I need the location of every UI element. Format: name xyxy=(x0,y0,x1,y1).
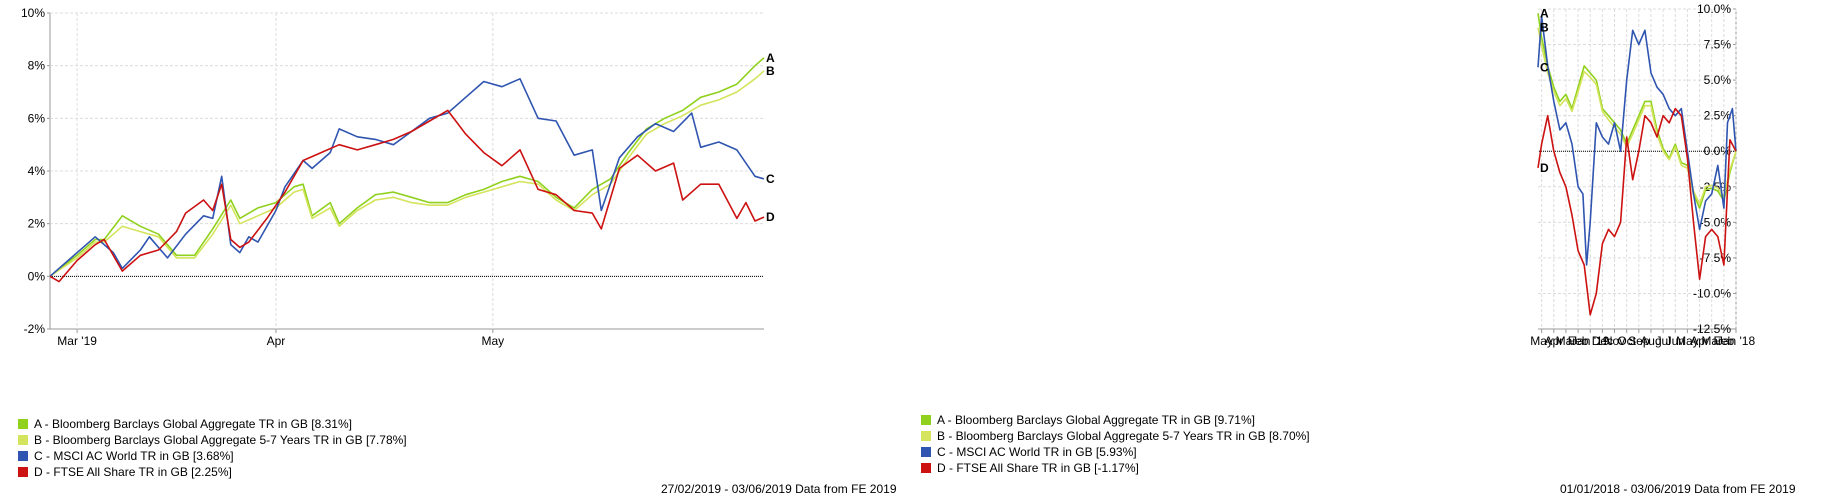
legend-swatch xyxy=(18,467,28,477)
chart-panel-right: -12.5% -10.0% -7.5% -5.0% -2.5% 0.0% 2.5% 5.0% 7… xyxy=(913,0,1826,501)
y-tick-label: 2% xyxy=(28,217,46,231)
legend-item-a: A - Bloomberg Barclays Global Aggregate … xyxy=(18,416,407,432)
legend-item-b: B - Bloomberg Barclays Global Aggregate … xyxy=(18,432,407,448)
x-tick-label: Aug xyxy=(1640,334,1661,348)
x-tick-label: Jan '19 xyxy=(1571,334,1610,348)
x-tick-label: Oct xyxy=(1617,334,1636,348)
series-end-label-c: C xyxy=(766,172,775,186)
footer-right: 01/01/2018 - 03/06/2019 Data from FE 201… xyxy=(1560,482,1796,496)
y-tick-label: 2.5% xyxy=(1704,109,1732,123)
x-tick-label: Feb xyxy=(1714,334,1735,348)
x-tick-label: May xyxy=(482,334,505,348)
legend-right: A - Bloomberg Barclays Global Aggregate … xyxy=(921,412,1310,476)
series-line-b xyxy=(1537,27,1737,205)
series-line-a xyxy=(49,57,765,277)
legend-label: B - Bloomberg Barclays Global Aggregate … xyxy=(937,429,1310,443)
legend-item-a: A - Bloomberg Barclays Global Aggregate … xyxy=(921,412,1310,428)
x-tick-label: Mar xyxy=(1701,334,1722,348)
series-end-label-d: D xyxy=(1540,161,1549,175)
x-tick-label: May xyxy=(1676,334,1699,348)
legend-label: D - FTSE All Share TR in GB [-1.17%] xyxy=(937,461,1139,475)
y-tick-label: -7.5% xyxy=(1700,251,1732,265)
legend-label: D - FTSE All Share TR in GB [2.25%] xyxy=(34,465,232,479)
footer-left: 27/02/2019 - 03/06/2019 Data from FE 201… xyxy=(661,482,897,496)
legend-swatch xyxy=(921,447,931,457)
y-tick-label: 5.0% xyxy=(1704,73,1732,87)
x-tick-label: Mar xyxy=(1556,334,1577,348)
y-tick-label: -2% xyxy=(24,322,46,336)
legend-swatch xyxy=(921,431,931,441)
series-line-b xyxy=(49,70,765,277)
legend-label: A - Bloomberg Barclays Global Aggregate … xyxy=(937,413,1255,427)
series-line-c xyxy=(49,78,765,277)
series-end-label-a: A xyxy=(1540,6,1549,20)
x-tick-label: Feb xyxy=(1568,334,1589,348)
series-line-c xyxy=(1537,15,1737,266)
chart-right: -12.5%-10.0%-7.5%-5.0%-2.5%0.0%2.5%5.0%7… xyxy=(1530,2,1756,348)
series-line-a xyxy=(1537,13,1737,209)
y-tick-label: 10.0% xyxy=(1697,2,1731,16)
legend-left: A - Bloomberg Barclays Global Aggregate … xyxy=(18,416,407,480)
y-tick-label: 0% xyxy=(28,269,46,283)
series-end-label-c: C xyxy=(1540,60,1549,74)
legend-item-c: C - MSCI AC World TR in GB [5.93%] xyxy=(921,444,1310,460)
legend-label: C - MSCI AC World TR in GB [5.93%] xyxy=(937,445,1137,459)
legend-swatch xyxy=(18,435,28,445)
y-tick-label: 8% xyxy=(28,59,46,73)
y-tick-label: 10% xyxy=(21,6,45,20)
legend-swatch xyxy=(921,415,931,425)
x-tick-label: Jan '18 xyxy=(1717,334,1756,348)
legend-item-b: B - Bloomberg Barclays Global Aggregate … xyxy=(921,428,1310,444)
series-line-d xyxy=(49,109,765,283)
y-tick-label: 7.5% xyxy=(1704,38,1732,52)
series-end-label-a: A xyxy=(766,51,775,65)
chart-left: -2% 0% 2% 4% 6% 8% 10% Mar '19 Apr May AB C D xyxy=(21,6,775,348)
legend-swatch xyxy=(18,451,28,461)
legend-label: A - Bloomberg Barclays Global Aggregate … xyxy=(34,417,352,431)
series-end-label-d: D xyxy=(766,210,775,224)
series-line-d xyxy=(1537,107,1737,316)
x-tick-label: Dec xyxy=(1592,334,1613,348)
y-tick-label: -10.0% xyxy=(1693,286,1731,300)
x-tick-label: Apr xyxy=(1544,334,1563,348)
x-tick-label: Jun xyxy=(1666,334,1685,348)
chart-panel-left: -2% 0% 2% 4% 6% 8% 10% Mar '19 Apr May A B C D A - Bl… xyxy=(18,6,897,496)
legend-label: B - Bloomberg Barclays Global Aggregate … xyxy=(34,433,407,447)
x-tick-label: May xyxy=(1530,334,1553,348)
legend-item-c: C - MSCI AC World TR in GB [3.68%] xyxy=(18,448,407,464)
legend-item-d: D - FTSE All Share TR in GB [2.25%] xyxy=(18,464,407,480)
series-end-label-b: B xyxy=(1540,20,1549,34)
y-tick-label: 6% xyxy=(28,111,46,125)
y-tick-label: 4% xyxy=(28,164,46,178)
legend-swatch xyxy=(921,463,931,473)
x-tick-label: Nov xyxy=(1604,334,1625,348)
series-end-label-b: B xyxy=(766,64,775,78)
x-tick-label: Apr xyxy=(1690,334,1709,348)
x-tick-label: Jul xyxy=(1655,334,1670,348)
x-tick-label: Sep xyxy=(1628,334,1650,348)
legend-item-d: D - FTSE All Share TR in GB [-1.17%] xyxy=(921,460,1310,476)
x-tick-label: Apr xyxy=(267,334,286,348)
legend-label: C - MSCI AC World TR in GB [3.68%] xyxy=(34,449,234,463)
x-tick-label: Mar '19 xyxy=(57,334,97,348)
legend-swatch xyxy=(18,419,28,429)
